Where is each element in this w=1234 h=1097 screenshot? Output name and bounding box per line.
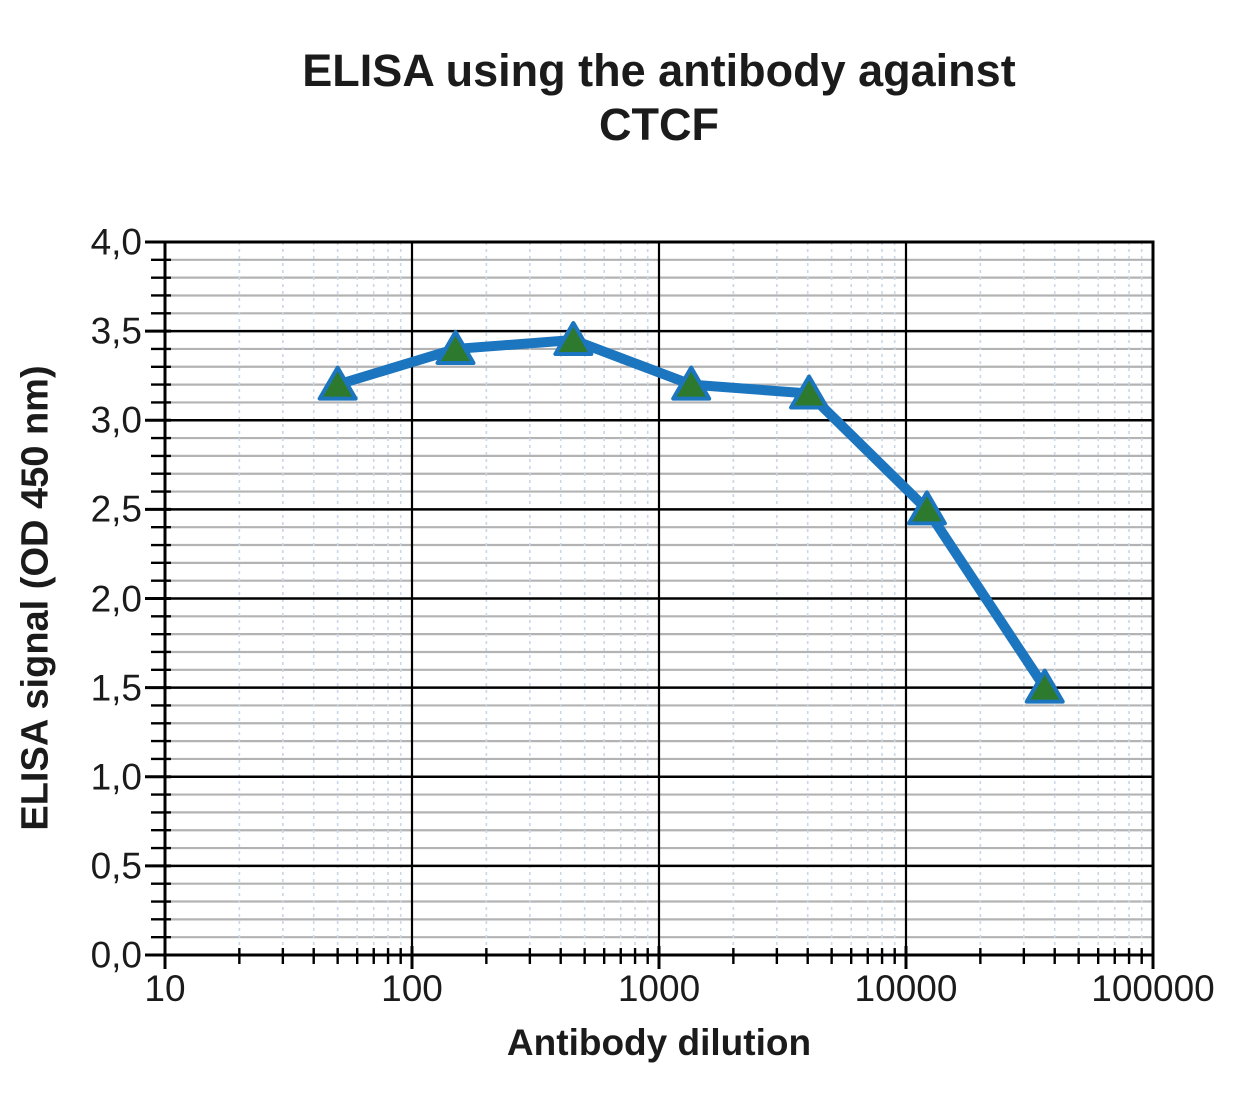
- x-tick-label: 10000: [854, 968, 958, 1009]
- y-tick-label: 0,5: [90, 845, 142, 887]
- data-point-marker: [906, 490, 947, 526]
- data-point-marker: [317, 365, 358, 401]
- y-tick-label: 1,5: [90, 667, 142, 709]
- data-point-marker: [789, 374, 830, 410]
- chart-title: ELISA using the antibody against CTCF: [165, 44, 1153, 152]
- y-tick-label: 4,0: [90, 221, 142, 263]
- data-point-marker: [1024, 668, 1065, 704]
- y-tick-label: 0,0: [90, 934, 142, 976]
- y-tick-label: 3,5: [90, 310, 142, 352]
- chart-title-line1: ELISA using the antibody against: [302, 45, 1016, 96]
- x-axis-title: Antibody dilution: [506, 1022, 812, 1063]
- y-tick-label: 3,0: [90, 399, 142, 441]
- x-tick-label: 10: [144, 968, 186, 1009]
- y-tick-label: 2,5: [90, 488, 142, 530]
- x-tick-label: 1000: [617, 968, 701, 1009]
- x-tick-label: 100000: [1091, 968, 1215, 1009]
- data-point-marker: [435, 329, 476, 365]
- x-tick-label: 100: [381, 968, 443, 1009]
- chart-title-line2: CTCF: [599, 99, 719, 150]
- y-tick-label: 1,0: [90, 756, 142, 798]
- data-point-marker: [553, 321, 594, 357]
- y-tick-label: 2,0: [90, 578, 142, 619]
- data-point-marker: [671, 365, 712, 401]
